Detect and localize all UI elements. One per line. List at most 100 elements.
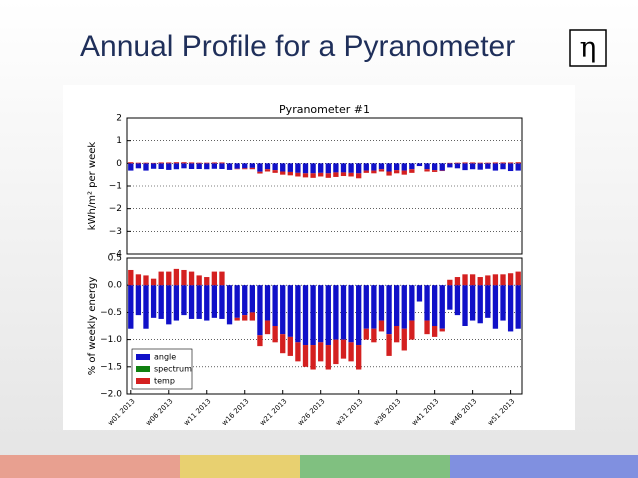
bar — [257, 163, 263, 172]
bar — [485, 162, 491, 164]
bar — [469, 162, 476, 164]
bar — [500, 285, 506, 321]
y-tick-label: −3 — [109, 227, 122, 237]
bar — [204, 285, 210, 321]
legend-swatch — [136, 366, 150, 372]
bar — [356, 163, 362, 174]
bar — [515, 163, 521, 171]
y-axis-label: % of weekly energy — [87, 277, 98, 376]
bar — [219, 271, 225, 286]
bar — [378, 169, 385, 172]
bar — [356, 285, 362, 346]
bar — [462, 285, 468, 326]
bar — [386, 171, 392, 176]
bar — [173, 163, 180, 170]
bar — [431, 170, 438, 172]
bar — [280, 171, 286, 175]
bar — [280, 285, 286, 335]
bar — [409, 163, 415, 170]
bar — [409, 285, 415, 321]
bar — [333, 339, 339, 365]
bar — [295, 285, 301, 343]
bar — [310, 163, 316, 174]
footer-strip — [0, 455, 638, 478]
bar — [469, 285, 476, 321]
y-tick-label: −1 — [109, 182, 122, 192]
bar — [173, 162, 180, 164]
bar — [257, 171, 263, 174]
y-tick-label: 0 — [116, 159, 122, 169]
bar — [204, 163, 210, 170]
y-tick-label: 0.0 — [108, 281, 123, 291]
bar — [295, 342, 301, 362]
logo: η — [580, 31, 597, 64]
bar — [500, 162, 506, 164]
bar — [302, 285, 309, 346]
bar — [394, 285, 400, 326]
bar — [325, 173, 331, 178]
bar — [264, 320, 271, 335]
bar — [143, 285, 149, 329]
bar — [401, 170, 407, 175]
bar — [287, 163, 293, 172]
bar — [325, 285, 331, 346]
bar — [401, 163, 407, 171]
bar — [500, 274, 506, 286]
bar — [416, 285, 423, 302]
bar — [477, 285, 483, 324]
bar — [242, 315, 248, 321]
bar — [371, 328, 377, 343]
bar — [295, 163, 301, 173]
bar — [158, 163, 164, 169]
bar — [378, 285, 385, 321]
chart-title: Pyranometer #1 — [279, 103, 370, 116]
bar — [188, 163, 195, 169]
bar — [409, 320, 415, 340]
bar — [211, 285, 218, 318]
bar — [401, 285, 407, 329]
bar — [196, 162, 202, 164]
bar — [424, 163, 430, 170]
bar — [242, 168, 248, 170]
bar — [219, 162, 225, 164]
bar — [340, 163, 347, 173]
bar — [287, 285, 293, 337]
bar — [310, 285, 316, 346]
bar — [128, 285, 134, 329]
bar — [135, 163, 142, 169]
bar — [204, 162, 210, 164]
bar — [507, 273, 514, 286]
bar — [469, 163, 476, 170]
bar — [371, 285, 377, 329]
bar — [416, 163, 423, 167]
y-tick-label: 1 — [116, 136, 122, 146]
bar — [378, 163, 385, 170]
bar — [150, 163, 157, 169]
bar — [196, 275, 202, 286]
bar — [363, 170, 369, 173]
bar — [318, 342, 324, 362]
bar — [158, 162, 164, 164]
bar — [318, 163, 324, 173]
bar — [401, 328, 407, 351]
slide-title: Annual Profile for a Pyranometer — [80, 30, 515, 63]
bar — [219, 285, 225, 319]
bar — [333, 285, 339, 340]
bar — [135, 274, 142, 286]
bar — [454, 285, 461, 316]
bar — [226, 163, 233, 170]
bar — [181, 285, 187, 316]
bar — [333, 163, 339, 173]
bar — [462, 162, 468, 164]
y-tick-label: −4 — [109, 250, 123, 260]
bar — [492, 285, 499, 329]
bar — [492, 162, 499, 164]
bar — [135, 285, 142, 316]
bar — [340, 339, 347, 359]
bar — [424, 285, 430, 321]
y-tick-label: 0.5 — [108, 254, 122, 264]
bar — [492, 274, 499, 286]
bar — [158, 285, 164, 319]
bar — [181, 163, 187, 169]
bar — [249, 163, 255, 168]
